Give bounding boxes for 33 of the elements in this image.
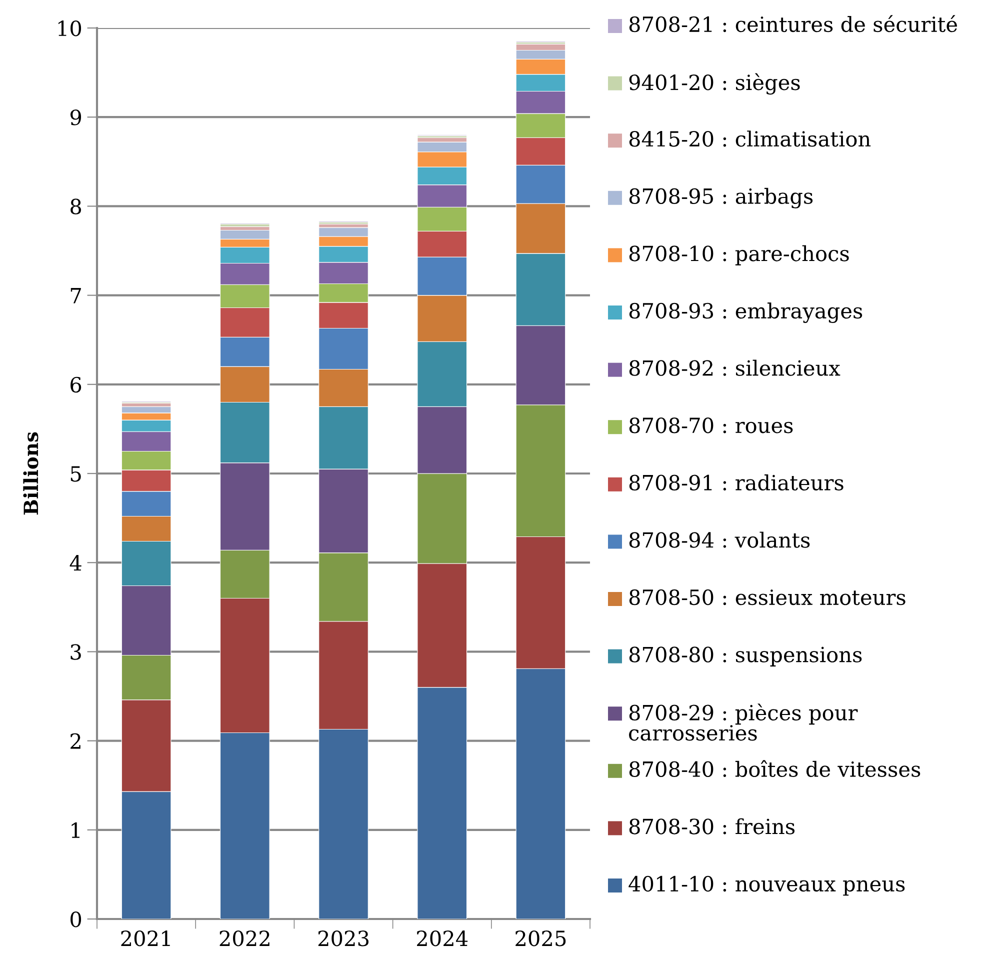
legend-label: 8708-92 : silencieux — [629, 360, 840, 376]
x-tick-label: 2024 — [417, 930, 468, 946]
legend-label: 8708-94 : volants — [629, 532, 810, 548]
legend-label: 8708-30 : freins — [629, 818, 795, 834]
y-tick-label: 10 — [58, 20, 82, 36]
y-tick-label: 0 — [70, 911, 82, 928]
y-axis-title: Billions — [23, 432, 38, 515]
y-tick-label: 6 — [70, 376, 82, 393]
legend-label: 8708-10 : pare-chocs — [629, 245, 849, 266]
legend-label: 8708-70 : roues — [629, 417, 793, 434]
y-tick-label: 2 — [70, 733, 80, 749]
legend-label: 8708-21 : ceintures de sécurité — [629, 15, 957, 32]
y-tick-label: 5 — [70, 466, 81, 482]
legend-label: 8708-50 : essieux moteurs — [629, 589, 906, 606]
y-tick-label: 3 — [70, 644, 81, 660]
y-tick-label: 8 — [70, 198, 82, 214]
legend-label: 8708-93 : embrayages — [629, 302, 862, 323]
legend-label: 4011-10 : nouveaux pneus — [628, 876, 905, 896]
legend-label: 8708-29 : pièces pour carrosseries — [629, 704, 858, 741]
x-tick-label: 2025 — [516, 930, 566, 946]
legend-label: 8415-20 : climatisation — [629, 130, 871, 147]
y-tick-label: 7 — [70, 288, 81, 304]
x-tick-label: 2021 — [121, 930, 170, 946]
x-tick-label: 2022 — [220, 930, 270, 946]
legend-label: 8708-40 : boîtes de vitesses — [629, 760, 920, 778]
legend-label: 8708-91 : radiateurs — [629, 474, 844, 491]
y-tick-label: 9 — [70, 110, 82, 126]
legend-label: 8708-95 : airbags — [629, 188, 813, 208]
y-tick-label: 1 — [72, 822, 80, 838]
legend-label: 9401-20 : sièges — [629, 73, 800, 95]
legend-label: 8708-80 : suspensions — [629, 646, 862, 666]
x-tick-label: 2023 — [318, 930, 368, 946]
y-tick-label: 4 — [70, 555, 82, 571]
